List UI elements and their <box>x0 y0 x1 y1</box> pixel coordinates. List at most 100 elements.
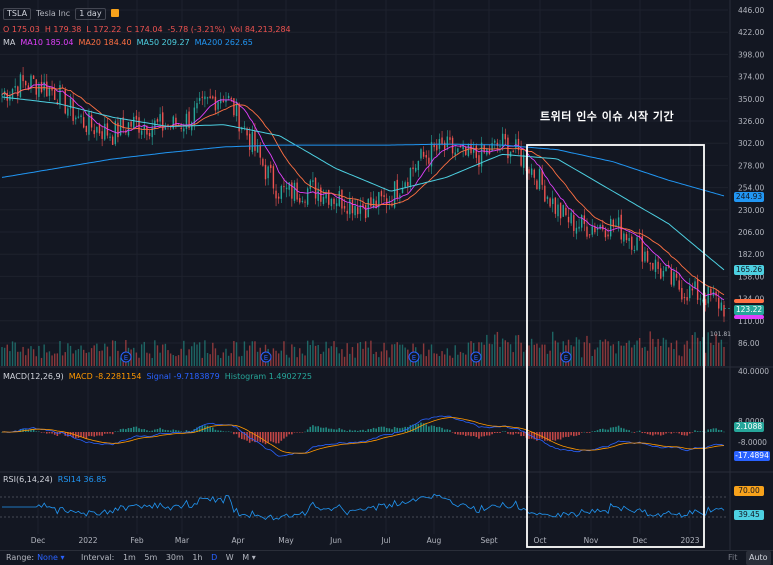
macd-histogram-bar <box>30 429 32 432</box>
auto-button[interactable]: Auto <box>746 551 771 565</box>
candle-body <box>180 127 182 129</box>
candle-body <box>570 212 572 224</box>
volume-bar <box>162 344 164 366</box>
macd-histogram-bar <box>599 428 601 432</box>
interval-1m[interactable]: 1m <box>122 553 136 562</box>
interval-5m[interactable]: 5m <box>144 553 158 562</box>
interval-w[interactable]: W <box>225 553 234 562</box>
macd-histogram-bar <box>425 424 428 432</box>
candle-body <box>441 137 443 145</box>
macd-histogram-bar <box>32 429 35 432</box>
symbol-legend: TSLA Tesla Inc 1 day <box>3 8 124 20</box>
macd-histogram-bar <box>219 430 222 432</box>
volume-bar <box>122 357 124 366</box>
volume-bar <box>256 351 259 366</box>
macd-histogram-bar <box>106 432 109 434</box>
volume-bar <box>220 357 222 366</box>
candle-body <box>51 88 53 91</box>
macd-histogram-bar <box>275 432 277 444</box>
volume-bar <box>101 350 103 366</box>
macd-histogram-bar <box>615 426 617 432</box>
candle-body <box>557 204 559 217</box>
volume-bar <box>106 346 109 366</box>
macd-tick-label: -8.0000 <box>738 438 767 447</box>
volume-bar <box>446 348 449 366</box>
macd-histogram-bar <box>212 427 214 432</box>
candle-body <box>475 145 478 158</box>
symbol-label[interactable]: TSLA <box>3 8 32 20</box>
volume-bar <box>428 349 430 366</box>
fit-button[interactable]: Fit <box>728 553 738 562</box>
macd-histogram-bar <box>475 432 478 438</box>
volume-bar <box>549 350 551 366</box>
volume-bar <box>40 357 43 366</box>
macd-tick-label: 8.0000 <box>738 417 764 426</box>
interval-m[interactable]: M ▾ <box>242 553 256 562</box>
time-tick-label: May <box>278 536 294 545</box>
candle-body <box>388 200 391 203</box>
volume-bar <box>6 344 8 366</box>
candle-body <box>235 102 238 117</box>
candle-body <box>718 297 720 309</box>
volume-bar <box>288 357 290 366</box>
rsi-value-tag: 39.45 <box>734 510 764 520</box>
candle-body <box>140 130 143 135</box>
volume-bar <box>175 356 177 366</box>
time-tick-label: Feb <box>130 536 144 545</box>
candle-body <box>675 273 678 278</box>
alert-icon[interactable] <box>110 9 119 17</box>
price-tick-label: 278.00 <box>738 161 764 170</box>
macd-histogram-bar <box>546 432 549 441</box>
time-tick-label: Nov <box>584 536 599 545</box>
macd-histogram-bar <box>617 425 620 432</box>
macd-histogram-bar <box>172 429 175 432</box>
macd-histogram-bar <box>272 432 275 443</box>
volume-bar <box>483 344 485 366</box>
candle-body <box>314 177 317 199</box>
volume-bar <box>351 347 354 366</box>
candle-body <box>80 115 82 118</box>
volume-bar <box>467 342 470 366</box>
candle-body <box>214 96 217 111</box>
candle-body <box>301 200 304 202</box>
grid: 446.00 422.00 398.00 374.00 350.00 326.00 302.… <box>0 0 773 550</box>
price-tick-label: 350.00 <box>738 95 764 104</box>
close-value: C 174.04 <box>126 25 163 34</box>
volume-bar <box>678 355 680 366</box>
interval-label[interactable]: 1 day <box>75 8 106 20</box>
candle-body <box>280 185 283 199</box>
volume-bar <box>312 340 314 366</box>
macd-histogram-bar <box>604 429 607 432</box>
macd-histogram-bar <box>570 432 572 436</box>
volume-bar <box>443 354 446 366</box>
candle-body <box>109 136 111 138</box>
candle-body <box>591 226 593 235</box>
volume-bar <box>536 343 538 366</box>
volume-bar <box>80 345 82 366</box>
macd-histogram-bar <box>354 430 356 432</box>
macd-histogram-bar <box>491 432 493 435</box>
macd-histogram-bar <box>109 432 111 434</box>
volume-bar <box>546 353 549 366</box>
interval-d[interactable]: D <box>211 553 218 562</box>
interval-1h[interactable]: 1h <box>192 553 203 562</box>
candle-body <box>72 99 74 121</box>
candle-body <box>433 144 435 148</box>
macd-histogram-bar <box>620 427 623 432</box>
candle-body <box>291 182 293 199</box>
candle-body <box>494 140 496 143</box>
earnings-marker <box>260 351 272 363</box>
candle-body <box>330 198 333 207</box>
macd-histogram-bar <box>652 432 654 436</box>
rsi-line <box>2 493 725 521</box>
candle-body <box>335 203 338 207</box>
macd-histogram-bar <box>240 432 243 440</box>
macd-histogram-bar <box>649 432 652 435</box>
candle-body <box>304 201 306 203</box>
candle-body <box>575 227 578 234</box>
range-select[interactable]: None ▾ <box>37 553 65 562</box>
candle-body <box>183 128 185 132</box>
interval-30m[interactable]: 30m <box>165 553 184 562</box>
candle-body <box>222 100 225 102</box>
